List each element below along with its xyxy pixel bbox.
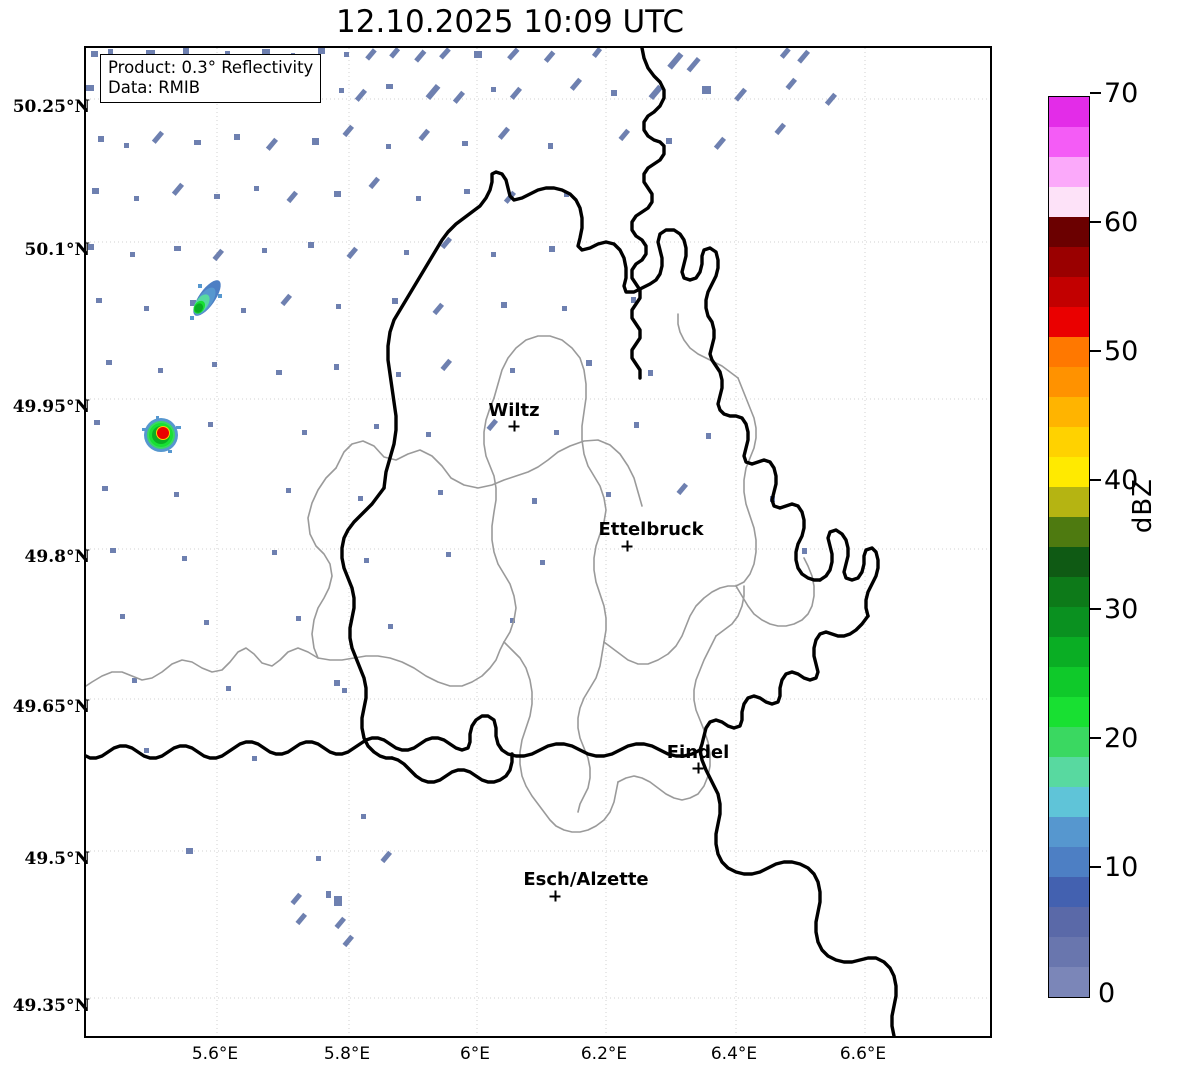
product-info-box: Product: 0.3° Reflectivity Data: RMIB <box>100 54 322 103</box>
reflectivity-colorbar[interactable] <box>1048 96 1090 998</box>
grid-lines <box>86 48 990 1036</box>
cbar-band <box>1049 397 1089 427</box>
cbar-band <box>1049 757 1089 787</box>
cbar-band <box>1049 607 1089 637</box>
city-marker-findel <box>692 762 704 774</box>
cbar-band <box>1049 157 1089 187</box>
cbar-tick-dash <box>1090 737 1101 739</box>
cbar-band <box>1049 517 1089 547</box>
lat-tick-49-35: 49.35°N <box>12 996 90 1016</box>
cbar-tick-0: 0 <box>1098 978 1116 1009</box>
lon-tick-6-2: 6.2°E <box>580 1044 628 1064</box>
cbar-band <box>1049 907 1089 937</box>
cbar-tick-dash <box>1090 608 1101 610</box>
cbar-band <box>1049 577 1089 607</box>
cbar-band <box>1049 937 1089 967</box>
cbar-band <box>1049 127 1089 157</box>
cbar-tick-20: 20 <box>1090 723 1138 754</box>
city-label-ettelbruck: Ettelbruck <box>598 519 704 540</box>
lon-tick-5-6: 5.6°E <box>191 1044 239 1064</box>
cbar-band <box>1049 877 1089 907</box>
cbar-band <box>1049 547 1089 577</box>
cbar-tick-30: 30 <box>1090 594 1138 625</box>
cbar-band <box>1049 487 1089 517</box>
lat-tick-49-95: 49.95°N <box>12 397 90 417</box>
cbar-band <box>1049 457 1089 487</box>
radar-speckle-echoes <box>86 48 838 948</box>
cbar-tick-dash <box>1090 350 1101 352</box>
city-marker-ettelbruck <box>621 540 633 552</box>
city-label-esch-alzette: Esch/Alzette <box>523 869 649 890</box>
cbar-tick-70: 70 <box>1090 78 1138 109</box>
cbar-band <box>1049 427 1089 457</box>
cbar-tick-60: 60 <box>1090 207 1138 238</box>
cbar-band <box>1049 967 1089 997</box>
cbar-band <box>1049 667 1089 697</box>
lon-tick-5-8: 5.8°E <box>323 1044 371 1064</box>
city-label-wiltz: Wiltz <box>488 400 540 421</box>
cbar-band <box>1049 247 1089 277</box>
cbar-band <box>1049 367 1089 397</box>
cbar-band <box>1049 637 1089 667</box>
radar-cell-secondary <box>190 280 222 320</box>
cbar-tick-dash <box>1090 92 1101 94</box>
page-title: 12.10.2025 10:09 UTC <box>336 4 684 40</box>
cbar-tick-50: 50 <box>1090 336 1138 367</box>
map-canvas <box>86 48 990 1036</box>
cbar-band <box>1049 217 1089 247</box>
cbar-band <box>1049 337 1089 367</box>
cbar-band <box>1049 277 1089 307</box>
lat-tick-49-5: 49.5°N <box>24 849 90 869</box>
cbar-tick-dash <box>1090 866 1101 868</box>
cbar-band <box>1049 187 1089 217</box>
canton-boundaries <box>86 313 815 833</box>
cbar-band <box>1049 787 1089 817</box>
cbar-band <box>1049 307 1089 337</box>
city-marker-wiltz <box>508 420 520 432</box>
lat-tick-49-8: 49.8°N <box>24 547 90 567</box>
cbar-tick-dash <box>1090 221 1101 223</box>
data-line: Data: RMIB <box>108 78 201 97</box>
product-line: Product: 0.3° Reflectivity <box>108 58 314 77</box>
lon-tick-6-0: 6°E <box>459 1044 491 1064</box>
cbar-band <box>1049 847 1089 877</box>
cbar-tick-40: 40 <box>1090 465 1138 496</box>
cbar-band <box>1049 697 1089 727</box>
national-borders <box>86 48 898 1036</box>
cbar-tick-10: 10 <box>1090 852 1138 883</box>
lat-tick-49-65: 49.65°N <box>12 697 90 717</box>
colorbar-unit-label: dBZ <box>1128 478 1158 534</box>
lat-tick-50-25: 50.25°N <box>12 97 90 117</box>
cbar-band <box>1049 97 1089 127</box>
lon-tick-6-4: 6.4°E <box>710 1044 758 1064</box>
cbar-tick-dash <box>1090 479 1101 481</box>
cbar-band <box>1049 727 1089 757</box>
lon-tick-6-6: 6.6°E <box>839 1044 887 1064</box>
lat-tick-50-1: 50.1°N <box>24 240 90 260</box>
city-marker-esch-alzette <box>549 890 561 902</box>
city-label-findel: Findel <box>666 742 730 763</box>
radar-cell-primary <box>142 416 181 453</box>
map-plot-area[interactable]: Product: 0.3° Reflectivity Data: RMIB Wi… <box>84 46 992 1038</box>
cbar-band <box>1049 817 1089 847</box>
